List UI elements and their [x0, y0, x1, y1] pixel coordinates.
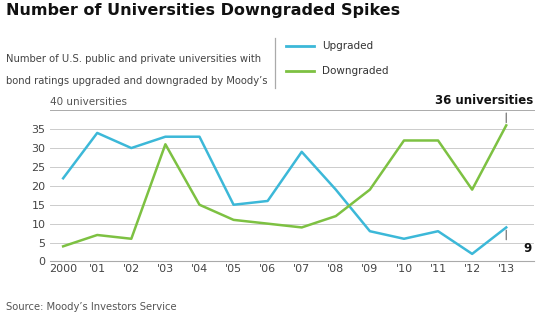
Text: Source: Moody’s Investors Service: Source: Moody’s Investors Service — [6, 302, 176, 312]
Text: 40 universities: 40 universities — [50, 97, 127, 107]
Text: Number of Universities Downgraded Spikes: Number of Universities Downgraded Spikes — [6, 3, 400, 18]
Text: 9: 9 — [523, 242, 531, 255]
Text: Number of U.S. public and private universities with: Number of U.S. public and private univer… — [6, 54, 261, 64]
Text: bond ratings upgraded and downgraded by Moody’s: bond ratings upgraded and downgraded by … — [6, 76, 267, 86]
Text: Downgraded: Downgraded — [322, 66, 388, 76]
Text: 36 universities: 36 universities — [435, 94, 534, 107]
Text: Upgraded: Upgraded — [322, 41, 373, 51]
